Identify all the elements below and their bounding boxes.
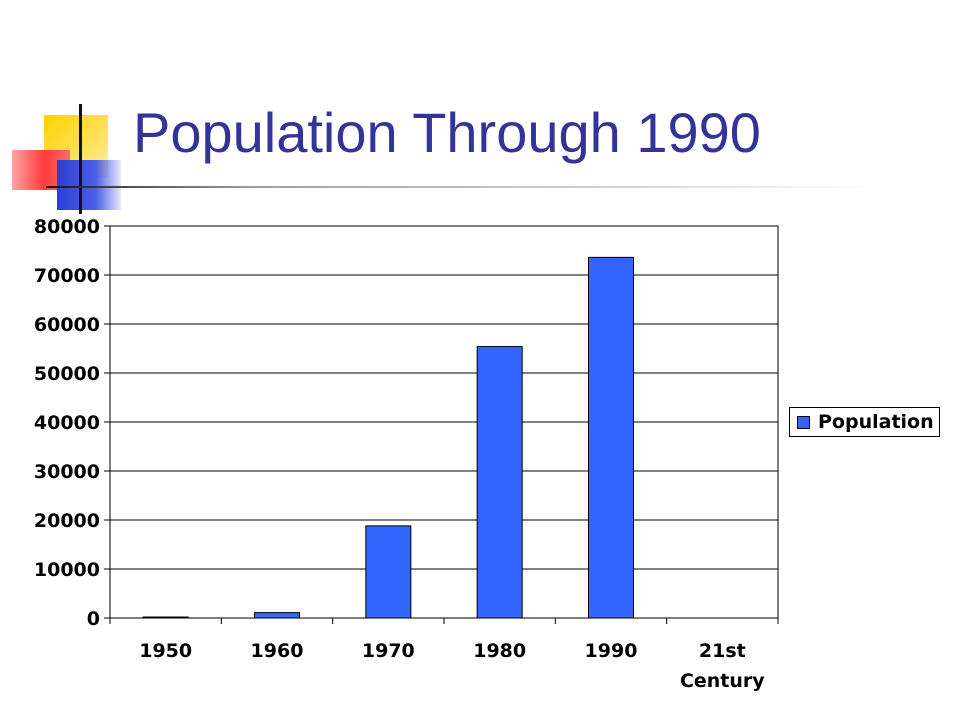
x-tick-label: 1980 — [473, 640, 526, 662]
title-underline — [46, 186, 876, 188]
bar — [588, 256, 634, 619]
y-tick-label: 0 — [87, 608, 100, 630]
x-tick-label: 1970 — [362, 640, 415, 662]
y-tick-label: 30000 — [34, 461, 100, 483]
y-tick-label: 40000 — [34, 412, 100, 434]
x-tick-label: 1990 — [585, 640, 638, 662]
bar — [254, 612, 300, 619]
bar — [142, 616, 189, 619]
y-tick-label: 10000 — [34, 559, 100, 581]
x-tick-label: 1950 — [139, 640, 192, 662]
y-tick-label: 70000 — [34, 265, 100, 287]
y-tick-label: 50000 — [34, 363, 100, 385]
bar — [476, 346, 523, 619]
decorative-vertical-line — [79, 104, 82, 214]
y-tick-label: 60000 — [34, 314, 100, 336]
bar — [365, 525, 412, 619]
x-tick-label: 1960 — [251, 640, 304, 662]
chart-legend: Population — [789, 407, 940, 437]
x-tick-label: 21st — [699, 640, 746, 662]
legend-swatch-population — [797, 415, 810, 429]
decorative-blue-square — [57, 160, 121, 210]
legend-label-population: Population — [818, 411, 934, 433]
x-tick-label: Century — [680, 670, 765, 692]
y-tick-label: 80000 — [34, 216, 100, 238]
slide-title: Population Through 1990 — [133, 101, 761, 164]
y-tick-label: 20000 — [34, 510, 100, 532]
